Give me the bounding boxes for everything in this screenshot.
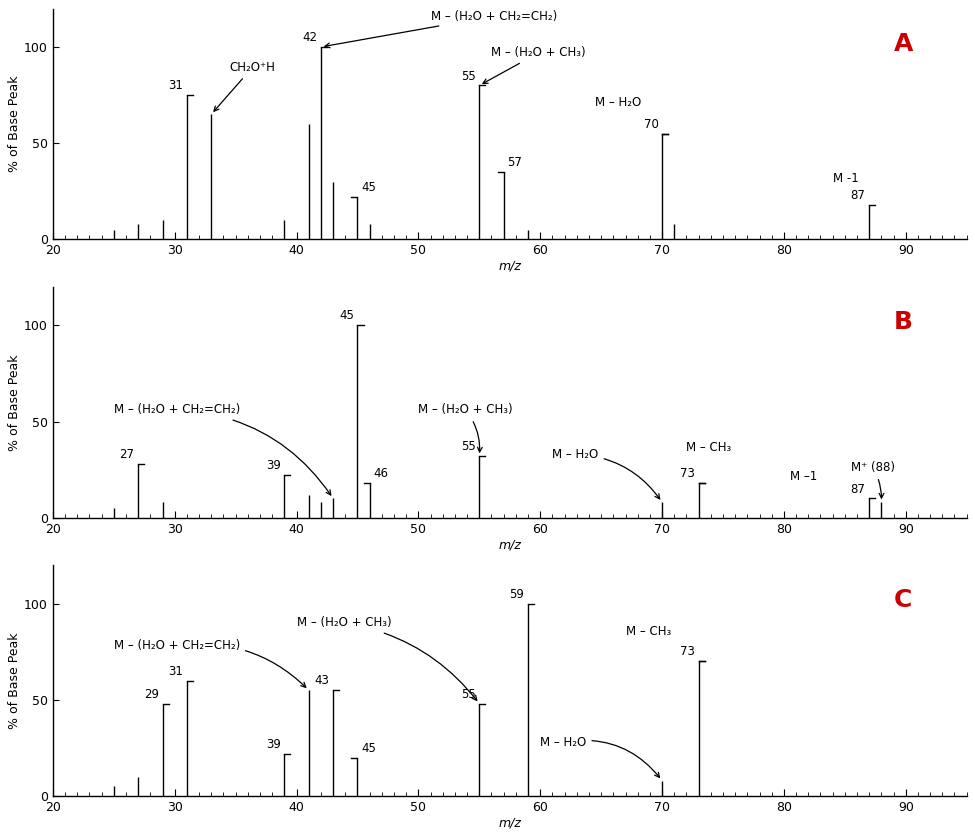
Text: 43: 43: [315, 675, 330, 687]
Text: M – H₂O: M – H₂O: [595, 96, 642, 109]
Text: 73: 73: [681, 645, 695, 659]
Text: 45: 45: [339, 309, 354, 323]
Text: M – (H₂O + CH₂=CH₂): M – (H₂O + CH₂=CH₂): [114, 403, 331, 495]
Y-axis label: % of Base Peak: % of Base Peak: [9, 75, 21, 172]
Text: 27: 27: [120, 448, 135, 461]
Text: M⁺ (88): M⁺ (88): [851, 461, 895, 498]
Text: M – H₂O: M – H₂O: [553, 447, 660, 499]
X-axis label: m/z: m/z: [498, 538, 522, 551]
Text: CH₂O⁺H: CH₂O⁺H: [214, 61, 275, 111]
Text: 46: 46: [373, 467, 388, 480]
Text: M – H₂O: M – H₂O: [540, 736, 659, 778]
Text: M – CH₃: M – CH₃: [686, 441, 731, 454]
Text: M – (H₂O + CH₃): M – (H₂O + CH₃): [296, 617, 477, 701]
X-axis label: m/z: m/z: [498, 260, 522, 273]
Text: M – (H₂O + CH₂=CH₂): M – (H₂O + CH₂=CH₂): [325, 10, 557, 48]
Text: 73: 73: [681, 467, 695, 480]
Text: M –1: M –1: [790, 470, 817, 483]
Text: A: A: [893, 32, 913, 55]
Text: 45: 45: [361, 181, 376, 194]
Text: 42: 42: [302, 31, 317, 44]
Text: 31: 31: [169, 79, 183, 92]
Text: 70: 70: [644, 117, 658, 131]
Text: 87: 87: [850, 483, 866, 495]
Text: 55: 55: [461, 70, 476, 83]
Text: M -1: M -1: [833, 173, 858, 185]
Text: M – (H₂O + CH₃): M – (H₂O + CH₃): [418, 403, 513, 452]
Text: M – (H₂O + CH₃): M – (H₂O + CH₃): [483, 46, 586, 84]
Text: 31: 31: [169, 665, 183, 678]
Text: C: C: [893, 588, 912, 613]
Y-axis label: % of Base Peak: % of Base Peak: [9, 633, 21, 729]
Y-axis label: % of Base Peak: % of Base Peak: [9, 354, 21, 451]
X-axis label: m/z: m/z: [498, 817, 522, 830]
Text: 45: 45: [361, 742, 376, 755]
Text: 57: 57: [507, 156, 523, 169]
Text: 55: 55: [461, 688, 476, 701]
Text: 59: 59: [510, 587, 525, 601]
Text: 39: 39: [266, 459, 281, 473]
Text: 29: 29: [144, 688, 159, 701]
Text: 55: 55: [461, 440, 476, 453]
Text: 39: 39: [266, 737, 281, 751]
Text: M – CH₃: M – CH₃: [626, 625, 671, 639]
Text: B: B: [893, 310, 913, 334]
Text: 87: 87: [850, 189, 866, 202]
Text: M – (H₂O + CH₂=CH₂): M – (H₂O + CH₂=CH₂): [114, 639, 306, 687]
